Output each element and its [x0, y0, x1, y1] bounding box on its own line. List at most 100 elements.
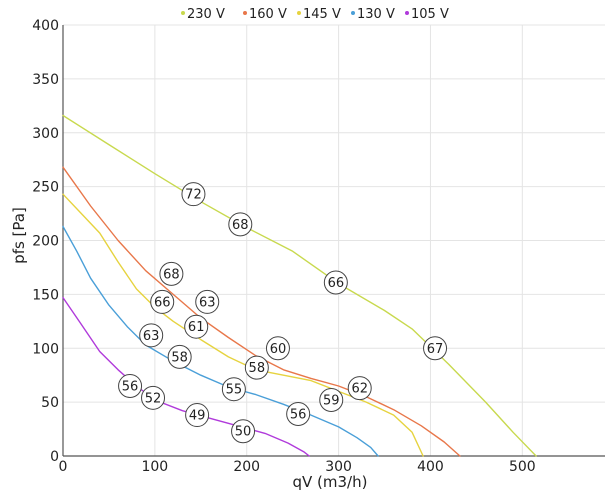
annotation-marker: 49: [185, 403, 210, 428]
annotation-label: 61: [188, 320, 205, 335]
annotation-marker: 58: [244, 355, 269, 380]
annotation-marker: 50: [231, 419, 256, 444]
annotation-label: 50: [235, 425, 252, 440]
annotation-marker: 56: [286, 401, 311, 426]
annotation-marker: 59: [319, 387, 344, 412]
annotation-label: 63: [199, 295, 216, 310]
annotation-circle: [118, 373, 143, 398]
annotation-label: 63: [143, 329, 160, 344]
annotation-marker: 52: [141, 385, 166, 410]
legend-marker: [405, 11, 409, 15]
annotation-circle: [228, 212, 253, 237]
annotation-label: 58: [171, 350, 188, 365]
y-tick-label: 100: [32, 341, 59, 357]
series-line: [62, 193, 424, 457]
legend-marker: [243, 11, 247, 15]
x-tick-label: 200: [233, 459, 260, 475]
series-line: [62, 166, 461, 457]
legend-item: 105 V: [405, 7, 449, 22]
legend-label: 230 V: [187, 7, 225, 22]
annotation-circle: [141, 385, 166, 410]
legend-item: 130 V: [351, 7, 395, 22]
annotation-label: 52: [145, 391, 162, 406]
annotation-marker: 67: [423, 336, 448, 361]
y-tick-label: 250: [32, 180, 59, 196]
annotation-circle: [265, 336, 290, 361]
legend-label: 160 V: [249, 7, 287, 22]
x-tick-label: 100: [141, 459, 168, 475]
x-tick-label: 400: [417, 459, 444, 475]
annotation-circle: [167, 344, 192, 369]
legend-label: 145 V: [303, 7, 341, 22]
annotation-label: 68: [163, 267, 180, 282]
annotation-circle: [423, 336, 448, 361]
annotation-circle: [221, 377, 246, 402]
annotation-label: 56: [122, 379, 139, 394]
x-tick-label: 300: [325, 459, 352, 475]
y-tick-label: 200: [32, 234, 59, 250]
annotation-marker: 68: [159, 261, 184, 286]
legend-label: 105 V: [411, 7, 449, 22]
x-tick-label: 500: [509, 459, 536, 475]
annotation-circle: [185, 403, 210, 428]
annotation-circle: [323, 270, 348, 295]
legend-item: 160 V: [243, 7, 287, 22]
annotation-label: 66: [154, 295, 171, 310]
annotation-circle: [195, 289, 220, 314]
annotation-label: 56: [290, 407, 307, 422]
annotation-label: 67: [427, 342, 444, 357]
annotation-circle: [139, 323, 164, 348]
annotation-marker: 61: [184, 314, 209, 339]
annotation-label: 62: [351, 382, 368, 397]
annotation-marker: 66: [150, 289, 175, 314]
annotation-marker: 72: [181, 182, 206, 207]
annotation-circle: [184, 314, 209, 339]
annotation-circle: [231, 419, 256, 444]
x-axis-title: qV (m3/h): [293, 473, 368, 491]
annotation-circle: [244, 355, 269, 380]
y-tick-label: 50: [41, 395, 59, 411]
annotation-circle: [319, 387, 344, 412]
annotation-circle: [159, 261, 184, 286]
annotation-label: 49: [189, 409, 206, 424]
axis-layer: 0 50 100 150 200 250 300 350 400 0 100 200 300 400 500: [32, 18, 605, 475]
annotation-circle: [347, 376, 372, 401]
legend: 230 V 160 V 145 V 130 V 105 V: [181, 7, 449, 22]
annotation-label: 68: [232, 218, 249, 233]
annotation-label: 59: [323, 393, 340, 408]
annotation-circle: [181, 182, 206, 207]
legend-item: 145 V: [297, 7, 341, 22]
annotation-layer: 72 68 66 67 68 66 63 61 63 60 58 58 62 55 59 56 52 56 49 50: [118, 182, 448, 444]
annotation-label: 60: [270, 342, 287, 357]
annotation-circle: [286, 401, 311, 426]
annotation-marker: 68: [228, 212, 253, 237]
annotation-label: 66: [328, 276, 345, 291]
annotation-marker: 66: [323, 270, 348, 295]
series-line: [62, 225, 379, 457]
annotation-marker: 62: [347, 376, 372, 401]
y-tick-label: 150: [32, 287, 59, 303]
annotation-marker: 56: [118, 373, 143, 398]
annotation-marker: 58: [167, 344, 192, 369]
annotation-marker: 55: [221, 377, 246, 402]
y-tick-label: 0: [50, 449, 59, 465]
y-tick-label: 400: [32, 18, 59, 34]
annotation-label: 58: [249, 361, 266, 376]
annotation-marker: 63: [195, 289, 220, 314]
y-tick-label: 300: [32, 126, 59, 142]
annotation-label: 55: [226, 383, 243, 398]
annotation-marker: 60: [265, 336, 290, 361]
series-line: [62, 296, 310, 457]
legend-label: 130 V: [357, 7, 395, 22]
legend-item: 230 V: [181, 7, 225, 22]
legend-marker: [181, 11, 185, 15]
annotation-label: 72: [185, 188, 202, 203]
legend-marker: [297, 11, 301, 15]
x-tick-label: 0: [59, 459, 68, 475]
y-axis-title: pfs [Pa]: [10, 207, 28, 264]
y-tick-label: 350: [32, 72, 59, 88]
annotation-circle: [150, 289, 175, 314]
legend-marker: [351, 11, 355, 15]
